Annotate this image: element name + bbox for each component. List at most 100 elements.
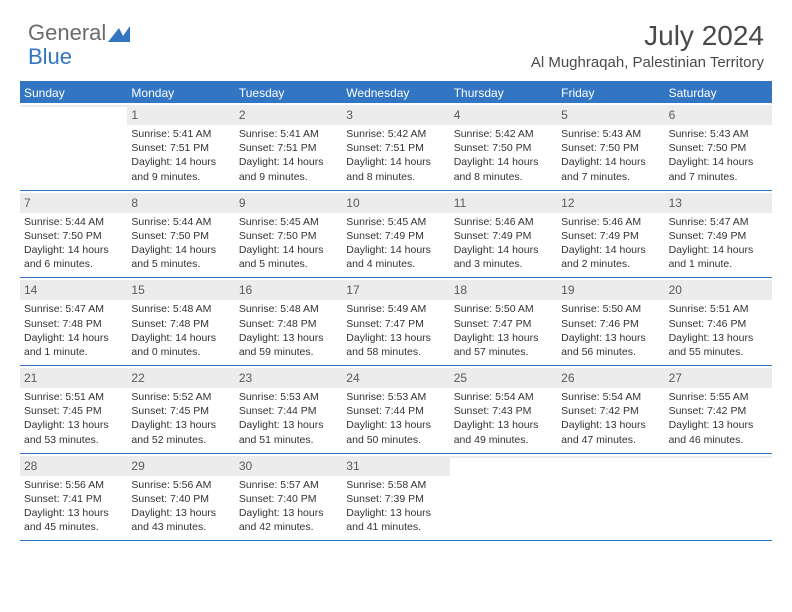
sunrise-text: Sunrise: 5:55 AM — [669, 390, 768, 404]
daynum-row: 20 — [665, 280, 772, 300]
sunrise-text: Sunrise: 5:44 AM — [131, 215, 230, 229]
daylight1-text: Daylight: 13 hours — [239, 506, 338, 520]
sunrise-text: Sunrise: 5:50 AM — [454, 302, 553, 316]
calendar-cell: 8Sunrise: 5:44 AMSunset: 7:50 PMDaylight… — [127, 191, 234, 278]
day-number: 26 — [561, 371, 574, 385]
daynum-row: 3 — [342, 105, 449, 125]
daylight1-text: Daylight: 13 hours — [24, 418, 123, 432]
sunset-text: Sunset: 7:39 PM — [346, 492, 445, 506]
sunset-text: Sunset: 7:42 PM — [561, 404, 660, 418]
daylight1-text: Daylight: 13 hours — [561, 331, 660, 345]
daynum-row: 26 — [557, 368, 664, 388]
day-header-label: Saturday — [665, 83, 772, 103]
daylight2-text: and 6 minutes. — [24, 257, 123, 271]
sunset-text: Sunset: 7:48 PM — [131, 317, 230, 331]
calendar-cell: 10Sunrise: 5:45 AMSunset: 7:49 PMDayligh… — [342, 191, 449, 278]
day-number: 4 — [454, 108, 461, 122]
daynum-row: 13 — [665, 193, 772, 213]
daynum-row: 14 — [20, 280, 127, 300]
daylight1-text: Daylight: 13 hours — [346, 418, 445, 432]
day-number: 7 — [24, 196, 31, 210]
sunset-text: Sunset: 7:45 PM — [131, 404, 230, 418]
title-block: July 2024 Al Mughraqah, Palestinian Terr… — [531, 20, 764, 71]
calendar-cell: 13Sunrise: 5:47 AMSunset: 7:49 PMDayligh… — [665, 191, 772, 278]
sunset-text: Sunset: 7:47 PM — [454, 317, 553, 331]
day-header-label: Thursday — [450, 83, 557, 103]
sunset-text: Sunset: 7:50 PM — [669, 141, 768, 155]
daylight2-text: and 8 minutes. — [454, 170, 553, 184]
calendar-cell: 22Sunrise: 5:52 AMSunset: 7:45 PMDayligh… — [127, 366, 234, 453]
daylight2-text: and 5 minutes. — [239, 257, 338, 271]
day-number: 24 — [346, 371, 359, 385]
day-number: 16 — [239, 283, 252, 297]
week-row: 28Sunrise: 5:56 AMSunset: 7:41 PMDayligh… — [20, 454, 772, 542]
daylight1-text: Daylight: 13 hours — [239, 418, 338, 432]
daylight1-text: Daylight: 13 hours — [346, 331, 445, 345]
sunrise-text: Sunrise: 5:41 AM — [239, 127, 338, 141]
daynum-row: 8 — [127, 193, 234, 213]
calendar-cell: 5Sunrise: 5:43 AMSunset: 7:50 PMDaylight… — [557, 103, 664, 190]
logo-icon — [108, 22, 130, 38]
daylight2-text: and 9 minutes. — [131, 170, 230, 184]
day-number: 14 — [24, 283, 37, 297]
sunset-text: Sunset: 7:49 PM — [454, 229, 553, 243]
daylight2-text: and 8 minutes. — [346, 170, 445, 184]
day-header-label: Sunday — [20, 83, 127, 103]
sunrise-text: Sunrise: 5:45 AM — [346, 215, 445, 229]
daylight2-text: and 0 minutes. — [131, 345, 230, 359]
logo-general-text: General — [28, 20, 106, 46]
daynum-row: 17 — [342, 280, 449, 300]
sunrise-text: Sunrise: 5:48 AM — [131, 302, 230, 316]
daynum-row: 6 — [665, 105, 772, 125]
day-header-label: Monday — [127, 83, 234, 103]
day-number: 3 — [346, 108, 353, 122]
day-number: 30 — [239, 459, 252, 473]
daylight1-text: Daylight: 14 hours — [24, 331, 123, 345]
day-number: 29 — [131, 459, 144, 473]
daynum-row: 1 — [127, 105, 234, 125]
sunrise-text: Sunrise: 5:56 AM — [131, 478, 230, 492]
daynum-row: 21 — [20, 368, 127, 388]
calendar-cell: 25Sunrise: 5:54 AMSunset: 7:43 PMDayligh… — [450, 366, 557, 453]
calendar-cell: 27Sunrise: 5:55 AMSunset: 7:42 PMDayligh… — [665, 366, 772, 453]
daylight1-text: Daylight: 14 hours — [239, 155, 338, 169]
daylight1-text: Daylight: 14 hours — [346, 155, 445, 169]
sunset-text: Sunset: 7:43 PM — [454, 404, 553, 418]
day-number: 5 — [561, 108, 568, 122]
calendar-cell: 11Sunrise: 5:46 AMSunset: 7:49 PMDayligh… — [450, 191, 557, 278]
day-header-label: Friday — [557, 83, 664, 103]
day-number: 12 — [561, 196, 574, 210]
sunrise-text: Sunrise: 5:46 AM — [561, 215, 660, 229]
daylight1-text: Daylight: 13 hours — [454, 331, 553, 345]
day-number: 20 — [669, 283, 682, 297]
daylight1-text: Daylight: 13 hours — [346, 506, 445, 520]
daylight1-text: Daylight: 13 hours — [131, 506, 230, 520]
daynum-row: 25 — [450, 368, 557, 388]
day-number: 11 — [454, 196, 466, 210]
day-number: 15 — [131, 283, 144, 297]
sunrise-text: Sunrise: 5:54 AM — [454, 390, 553, 404]
day-header-label: Tuesday — [235, 83, 342, 103]
daynum-row: 24 — [342, 368, 449, 388]
sunset-text: Sunset: 7:50 PM — [24, 229, 123, 243]
daylight2-text: and 4 minutes. — [346, 257, 445, 271]
month-title: July 2024 — [531, 20, 764, 52]
daynum-row: 2 — [235, 105, 342, 125]
sunrise-text: Sunrise: 5:53 AM — [346, 390, 445, 404]
sunrise-text: Sunrise: 5:57 AM — [239, 478, 338, 492]
day-header-label: Wednesday — [342, 83, 449, 103]
daylight2-text: and 57 minutes. — [454, 345, 553, 359]
daylight1-text: Daylight: 14 hours — [669, 243, 768, 257]
calendar-cell: 28Sunrise: 5:56 AMSunset: 7:41 PMDayligh… — [20, 454, 127, 541]
sunrise-text: Sunrise: 5:54 AM — [561, 390, 660, 404]
sunset-text: Sunset: 7:48 PM — [239, 317, 338, 331]
daynum-row: 27 — [665, 368, 772, 388]
calendar-cell: 1Sunrise: 5:41 AMSunset: 7:51 PMDaylight… — [127, 103, 234, 190]
day-number: 6 — [669, 108, 676, 122]
daylight2-text: and 58 minutes. — [346, 345, 445, 359]
daynum-row: 10 — [342, 193, 449, 213]
daynum-row: 12 — [557, 193, 664, 213]
location-text: Al Mughraqah, Palestinian Territory — [531, 54, 764, 71]
sunset-text: Sunset: 7:50 PM — [454, 141, 553, 155]
sunrise-text: Sunrise: 5:49 AM — [346, 302, 445, 316]
